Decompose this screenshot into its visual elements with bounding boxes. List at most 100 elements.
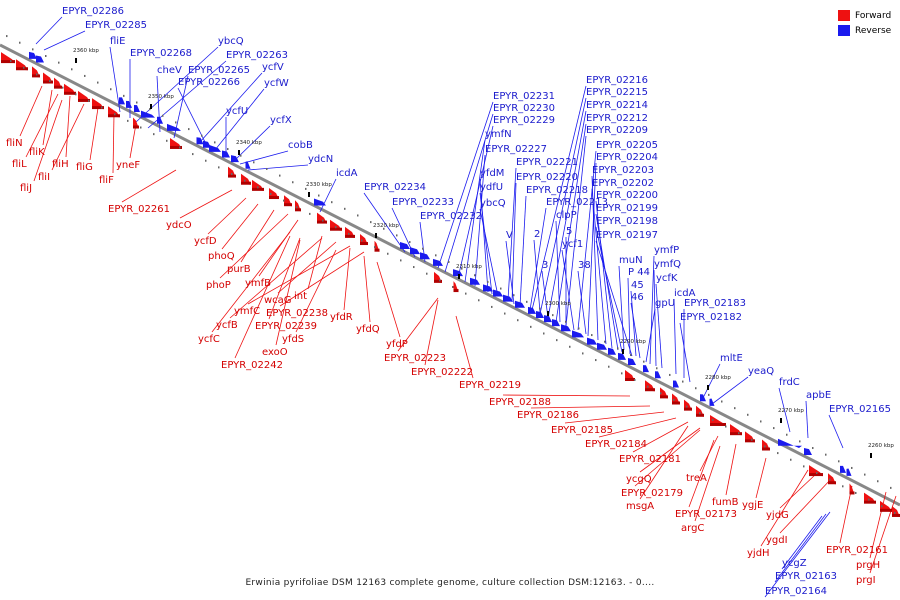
reverse-gene-label[interactable]: icdA xyxy=(674,288,696,299)
forward-gene-label[interactable]: ycfC xyxy=(198,334,220,345)
reverse-gene-label[interactable]: EPYR_02229 xyxy=(493,115,555,126)
reverse-gene-label[interactable]: 3 xyxy=(542,260,548,271)
reverse-gene-label[interactable]: EPYR_02200 xyxy=(596,190,658,201)
forward-gene-label[interactable]: fliK xyxy=(29,147,45,158)
forward-gene-label[interactable]: ygdI xyxy=(766,535,788,546)
reverse-gene-label[interactable]: EPYR_02227 xyxy=(485,144,547,155)
forward-gene-label[interactable]: exoO xyxy=(262,347,288,358)
reverse-gene-label[interactable]: ycf1 xyxy=(562,239,583,250)
reverse-gene-label[interactable]: 2 xyxy=(534,229,540,240)
forward-gene-label[interactable]: phoQ xyxy=(208,251,235,262)
reverse-gene-label[interactable]: ycfV xyxy=(262,62,284,73)
forward-gene-label[interactable]: yfdQ xyxy=(356,324,380,335)
reverse-gene-label[interactable]: ymfP xyxy=(654,245,679,256)
forward-gene-label[interactable]: ycgQ xyxy=(626,474,652,485)
reverse-gene-label[interactable]: ycfK xyxy=(656,273,678,284)
forward-gene-label[interactable]: prgH xyxy=(856,560,880,571)
forward-gene-label[interactable]: EPYR_02184 xyxy=(585,439,647,450)
forward-gene-label[interactable]: fliI xyxy=(38,172,50,183)
reverse-gene-label[interactable]: EPYR_02182 xyxy=(680,312,742,323)
reverse-gene-label[interactable]: EPYR_02221 xyxy=(516,157,578,168)
reverse-gene-label[interactable]: EPYR_02268 xyxy=(130,48,192,59)
reverse-gene-label[interactable]: ycfW xyxy=(264,78,289,89)
forward-gene-label[interactable]: EPYR_02239 xyxy=(255,321,317,332)
reverse-gene-label[interactable]: EPYR_02213 xyxy=(546,197,608,208)
reverse-gene-label[interactable]: EPYR_02263 xyxy=(226,50,288,61)
reverse-gene-label[interactable]: frdC xyxy=(779,377,800,388)
reverse-gene-label[interactable]: ycfU xyxy=(226,106,248,117)
reverse-gene-label[interactable]: EPYR_02285 xyxy=(85,20,147,31)
forward-gene-label[interactable]: purB xyxy=(227,264,251,275)
reverse-gene-label[interactable]: EPYR_02286 xyxy=(62,6,124,17)
forward-gene-label[interactable]: yfdR xyxy=(330,312,353,323)
reverse-gene-label[interactable]: EPYR_02204 xyxy=(596,152,658,163)
forward-gene-label[interactable]: EPYR_02161 xyxy=(826,545,888,556)
reverse-gene-label[interactable]: cobB xyxy=(288,140,313,151)
forward-gene-label[interactable]: fliH xyxy=(52,159,69,170)
forward-gene-label[interactable]: yfdP xyxy=(386,339,408,350)
forward-gene-label[interactable]: EPYR_02219 xyxy=(459,380,521,391)
forward-gene-label[interactable]: phoP xyxy=(206,280,231,291)
reverse-gene-label[interactable]: ybcQ xyxy=(480,198,506,209)
reverse-gene-label[interactable]: EPYR_02220 xyxy=(516,172,578,183)
forward-gene-label[interactable]: fliF xyxy=(99,175,114,186)
forward-gene-label[interactable]: EPYR_02179 xyxy=(621,488,683,499)
forward-gene-label[interactable]: ygjE xyxy=(742,500,763,511)
reverse-gene-label[interactable]: P 44 xyxy=(628,267,650,278)
forward-gene-label[interactable]: int xyxy=(294,291,307,302)
reverse-gene-label[interactable]: EPYR_02183 xyxy=(684,298,746,309)
forward-gene-label[interactable]: ycfB xyxy=(216,320,238,331)
forward-gene-label[interactable]: EPYR_02238 xyxy=(266,308,328,319)
reverse-gene-label[interactable]: EPYR_02165 xyxy=(829,404,891,415)
reverse-gene-label[interactable]: ydcN xyxy=(308,154,333,165)
forward-gene-label[interactable]: EPYR_02222 xyxy=(411,367,473,378)
forward-gene-label[interactable]: ycfD xyxy=(194,236,217,247)
reverse-gene-label[interactable]: EPYR_02230 xyxy=(493,103,555,114)
reverse-gene-label[interactable]: ymfQ xyxy=(654,259,681,270)
forward-gene-label[interactable]: EPYR_02261 xyxy=(108,204,170,215)
forward-gene-label[interactable]: wcaG xyxy=(264,295,292,306)
forward-gene-label[interactable]: argC xyxy=(681,523,704,534)
reverse-gene-label[interactable]: EPYR_02198 xyxy=(596,216,658,227)
reverse-gene-label[interactable]: ybcQ xyxy=(218,36,244,47)
forward-gene-label[interactable]: fliJ xyxy=(20,183,32,194)
reverse-gene-label[interactable]: EPYR_02205 xyxy=(596,140,658,151)
forward-gene-label[interactable]: ymfB xyxy=(245,278,271,289)
reverse-gene-label[interactable]: EPYR_02202 xyxy=(592,178,654,189)
forward-gene-label[interactable]: EPYR_02173 xyxy=(675,509,737,520)
forward-gene-label[interactable]: yneF xyxy=(116,160,140,171)
reverse-gene-label[interactable]: EPYR_02214 xyxy=(586,100,648,111)
reverse-gene-label[interactable]: ycfX xyxy=(270,115,292,126)
reverse-gene-label[interactable]: 5 xyxy=(566,226,572,237)
reverse-gene-label[interactable]: EPYR_02266 xyxy=(178,77,240,88)
reverse-gene-label[interactable]: mltE xyxy=(720,353,743,364)
forward-gene-label[interactable]: fumB xyxy=(712,497,739,508)
reverse-gene-label[interactable]: EPYR_02265 xyxy=(188,65,250,76)
reverse-gene-label[interactable]: ycgZ xyxy=(782,558,807,569)
forward-gene-label[interactable]: ymfC xyxy=(234,306,260,317)
forward-gene-label[interactable]: EPYR_02223 xyxy=(384,353,446,364)
reverse-gene-label[interactable]: EPYR_02233 xyxy=(392,197,454,208)
reverse-gene-label[interactable]: yfdM xyxy=(480,168,504,179)
reverse-gene-label[interactable]: yeaQ xyxy=(748,366,774,377)
reverse-gene-label[interactable]: EPYR_02215 xyxy=(586,87,648,98)
reverse-gene-label[interactable]: EPYR_02232 xyxy=(420,211,482,222)
reverse-gene-label[interactable]: EPYR_02203 xyxy=(592,165,654,176)
reverse-gene-label[interactable]: 46 xyxy=(631,292,644,303)
reverse-gene-label[interactable]: EPYR_02218 xyxy=(526,185,588,196)
forward-gene-label[interactable]: fliL xyxy=(12,159,27,170)
reverse-gene-label[interactable]: ymfN xyxy=(485,129,512,140)
forward-gene-label[interactable]: EPYR_02242 xyxy=(221,360,283,371)
forward-gene-label[interactable]: yjdH xyxy=(747,548,770,559)
forward-gene-label[interactable]: treA xyxy=(686,473,707,484)
reverse-gene-label[interactable]: EPYR_02197 xyxy=(596,230,658,241)
reverse-gene-label[interactable]: EPYR_02212 xyxy=(586,113,648,124)
reverse-gene-label[interactable]: muN xyxy=(619,255,643,266)
reverse-gene-label[interactable]: apbE xyxy=(806,390,831,401)
forward-gene-label[interactable]: fliG xyxy=(76,162,93,173)
forward-gene-label[interactable]: EPYR_02181 xyxy=(619,454,681,465)
forward-gene-label[interactable]: EPYR_02186 xyxy=(517,410,579,421)
reverse-gene-label[interactable]: EPYR_02216 xyxy=(586,75,648,86)
reverse-gene-label[interactable]: EPYR_02199 xyxy=(596,203,658,214)
reverse-gene-label[interactable]: EPYR_02234 xyxy=(364,182,426,193)
